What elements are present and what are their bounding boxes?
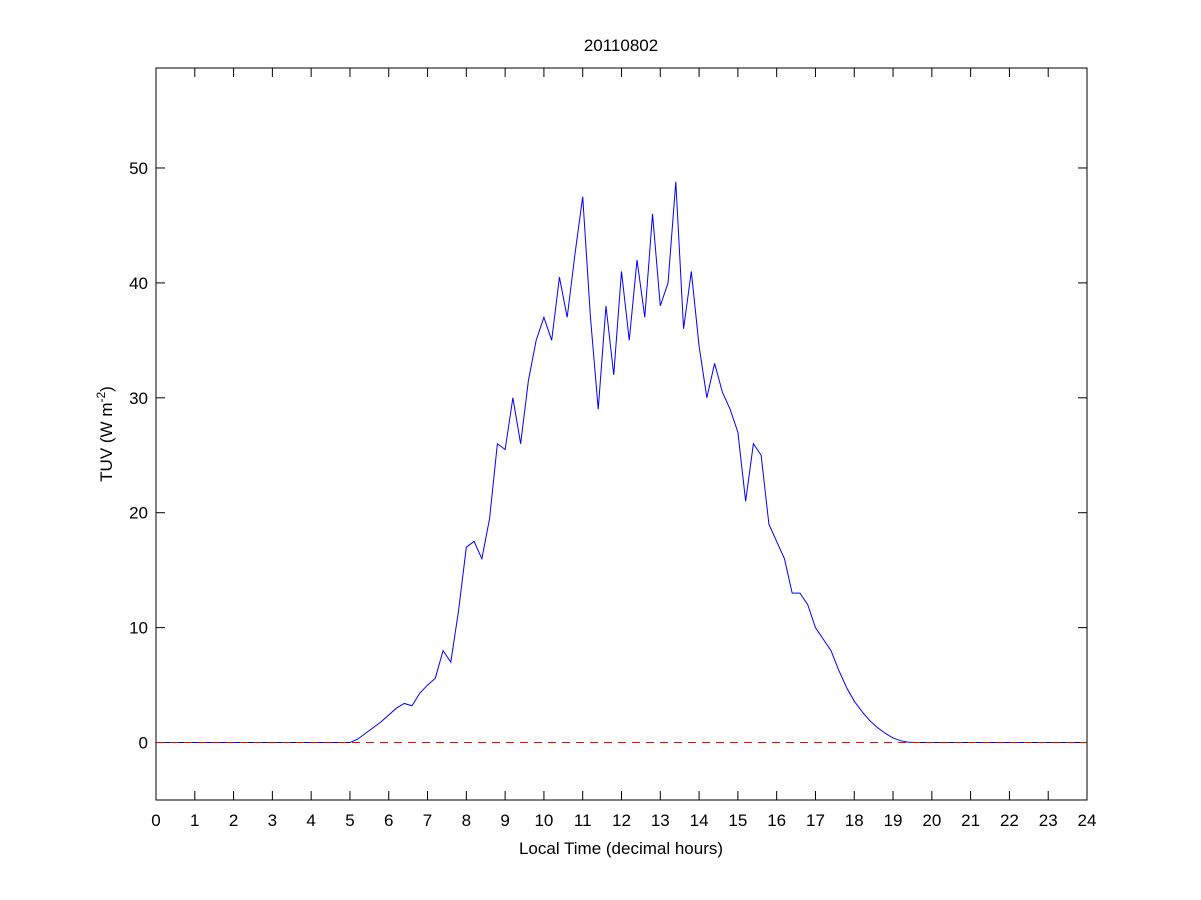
- y-tick-label: 0: [139, 734, 148, 753]
- x-tick-label: 8: [462, 811, 471, 830]
- x-tick-label: 15: [728, 811, 747, 830]
- x-axis-label: Local Time (decimal hours): [519, 839, 723, 858]
- x-tick-label: 3: [268, 811, 277, 830]
- y-label-superscript: -2: [94, 392, 108, 403]
- y-label-text: TUV (W m: [97, 403, 116, 482]
- x-tick-label: 1: [190, 811, 199, 830]
- x-tick-label: 19: [884, 811, 903, 830]
- x-tick-label: 2: [229, 811, 238, 830]
- x-tick-label: 12: [612, 811, 631, 830]
- x-tick-label: 5: [345, 811, 354, 830]
- x-tick-label: 10: [534, 811, 553, 830]
- x-tick-label: 17: [806, 811, 825, 830]
- x-tick-label: 13: [651, 811, 670, 830]
- x-tick-label: 7: [423, 811, 432, 830]
- x-tick-label: 21: [961, 811, 980, 830]
- y-tick-label: 20: [129, 504, 148, 523]
- x-tick-label: 16: [767, 811, 786, 830]
- y-axis-label: TUV (W m-2): [94, 386, 116, 482]
- x-tick-label: 23: [1039, 811, 1058, 830]
- x-tick-label: 6: [384, 811, 393, 830]
- data-line: [156, 181, 1087, 744]
- x-tick-label: 4: [306, 811, 315, 830]
- y-tick-label: 50: [129, 159, 148, 178]
- x-tick-label: 24: [1078, 811, 1097, 830]
- x-tick-label: 14: [690, 811, 709, 830]
- y-tick-label: 10: [129, 619, 148, 638]
- x-tick-label: 0: [151, 811, 160, 830]
- x-tick-label: 22: [1000, 811, 1019, 830]
- plot-frame: [155, 67, 1088, 801]
- x-tick-label: 9: [500, 811, 509, 830]
- x-tick-label: 18: [845, 811, 864, 830]
- x-tick-label: 11: [574, 811, 592, 830]
- x-tick-label: 20: [922, 811, 941, 830]
- y-tick-label: 30: [129, 389, 148, 408]
- chart-title: 20110802: [584, 36, 658, 55]
- y-label-text: ): [97, 386, 116, 392]
- y-tick-label: 40: [129, 274, 148, 293]
